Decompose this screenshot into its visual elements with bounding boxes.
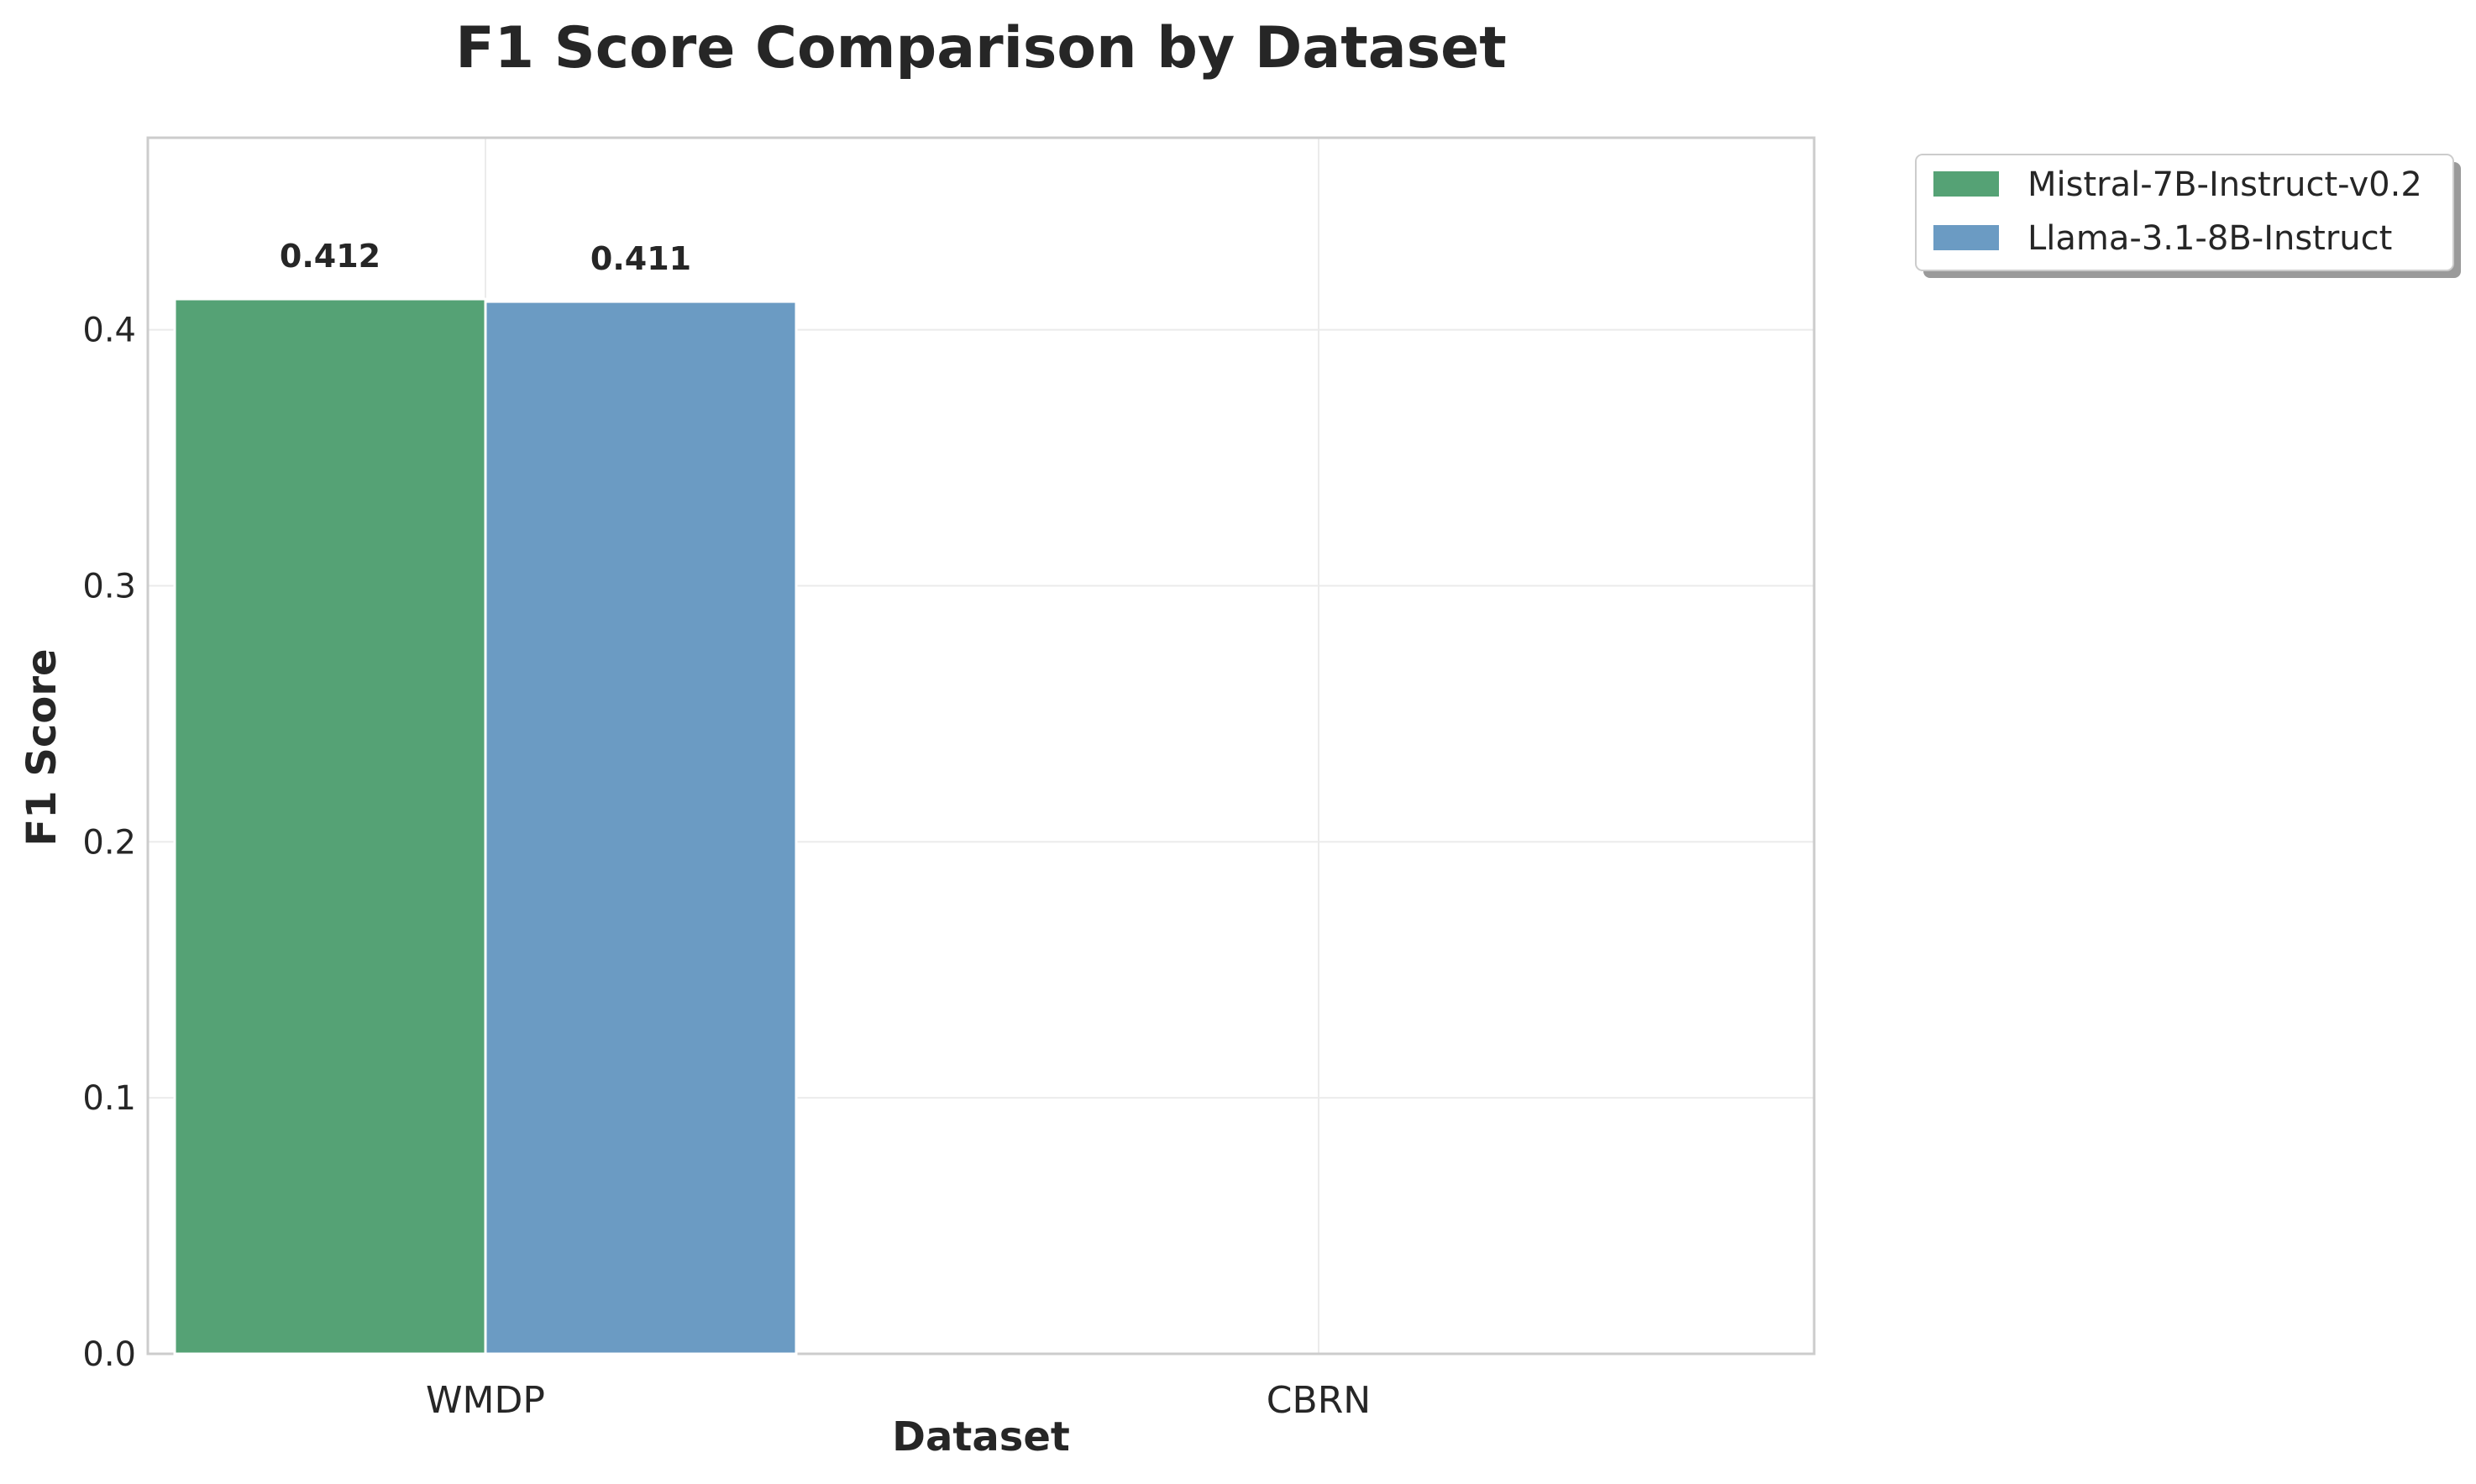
x-tick-label: CBRN	[1267, 1379, 1371, 1422]
data-labels: 0.412 0.411	[280, 238, 691, 277]
bar-0-0	[173, 297, 487, 1356]
bar-value-label: 0.412	[280, 238, 380, 275]
legend-box	[1915, 154, 2454, 271]
legend-swatch	[1933, 225, 1999, 250]
legend-label: Mistral-7B-Instruct-v0.2	[2027, 165, 2422, 204]
y-axis-label: F1 Score	[18, 648, 66, 846]
y-tick-label: 0.3	[82, 567, 136, 606]
y-tick-label: 0.4	[82, 312, 136, 350]
plot-area	[146, 136, 1816, 1356]
y-tick-label: 0.1	[82, 1079, 136, 1118]
bars	[173, 297, 798, 1356]
y-tick-label: 0.0	[82, 1335, 136, 1374]
y-tick-label: 0.2	[82, 823, 136, 862]
legend: Mistral-7B-Instruct-v0.2 Llama-3.1-8B-Ins…	[1915, 154, 2461, 278]
legend-label: Llama-3.1-8B-Instruct	[2027, 219, 2392, 258]
x-tick-label: WMDP	[426, 1379, 545, 1422]
x-axis-label: Dataset	[892, 1413, 1070, 1460]
chart-title: F1 Score Comparison by Dataset	[455, 15, 1506, 81]
legend-swatch	[1933, 171, 1999, 197]
bar-value-label: 0.411	[590, 240, 691, 277]
y-axis-ticks: 0.0 0.1 0.2 0.3 0.4	[82, 312, 136, 1374]
bar-1-0	[484, 300, 798, 1356]
x-axis-ticks: WMDP CBRN	[426, 1379, 1371, 1422]
